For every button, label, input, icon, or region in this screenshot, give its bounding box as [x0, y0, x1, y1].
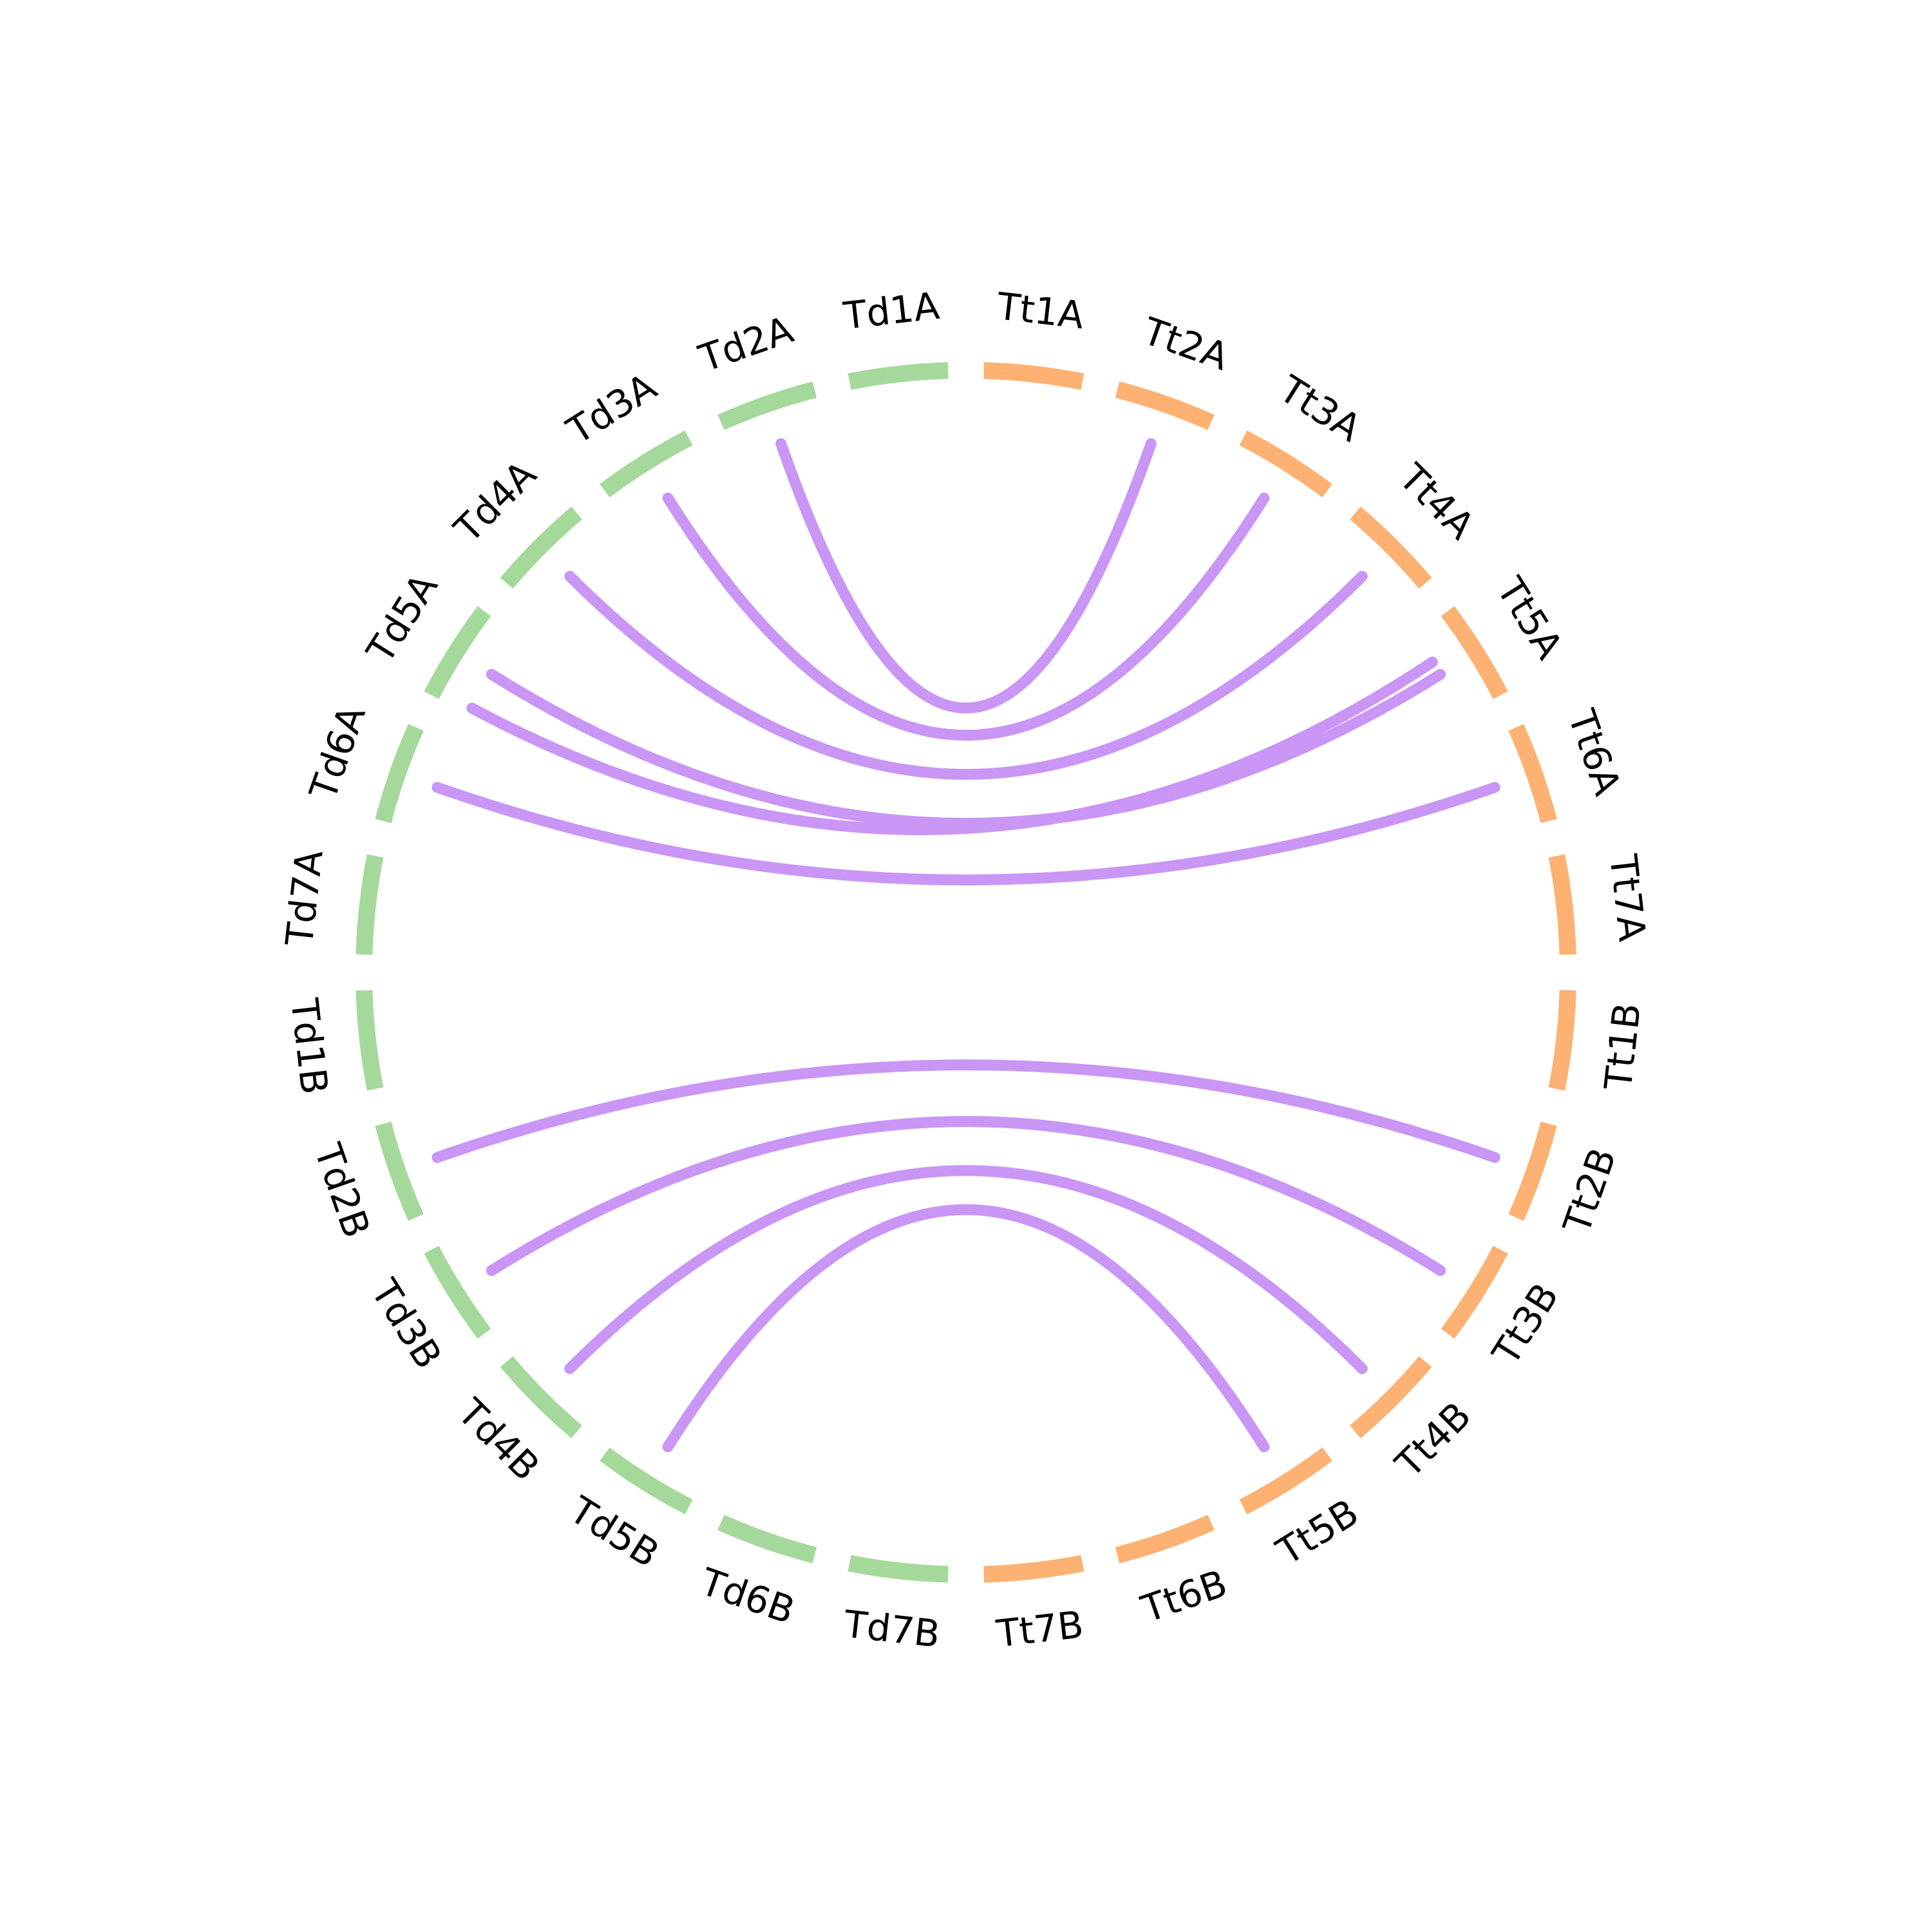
segment-label-td4a: Td4A — [446, 452, 545, 551]
segment-label-td5a: Td5A — [358, 566, 446, 671]
segment-arc-tt3b — [1441, 1245, 1508, 1339]
segment-label-tt1b: Tt1B — [1596, 1001, 1649, 1093]
segment-label-td3a: Td3A — [559, 365, 664, 453]
segment-arc-td2a — [717, 381, 817, 430]
link-td5b-tt5b — [662, 1204, 1270, 1453]
segment-label-tt7b: Tt7B — [994, 1602, 1086, 1656]
segment-arc-tt4b — [1349, 1356, 1432, 1439]
segment-arc-td1b — [355, 990, 384, 1091]
link-td3a-tt3a — [662, 492, 1270, 741]
link-ribbons — [431, 438, 1501, 1453]
segment-label-tt6a: Tt6A — [1559, 704, 1629, 801]
segment-arc-tt7b — [983, 1555, 1084, 1583]
segment-label-td6a: Td6A — [301, 700, 374, 806]
segment-label-tt5b: Tt5B — [1269, 1490, 1366, 1574]
segment-label-td1a: Td1A — [840, 283, 942, 337]
segment-label-tt4b: Tt4B — [1387, 1394, 1479, 1486]
segment-arc-tt6a — [1508, 724, 1557, 824]
segment-arc-tt6b — [1115, 1515, 1215, 1564]
segment-arc-tt1a — [983, 362, 1084, 390]
segment-arc-td3b — [424, 1245, 491, 1339]
link-td2a-tt2a — [775, 438, 1157, 714]
segment-arc-tt2b — [1508, 1121, 1557, 1221]
segment-label-td2b: Td2B — [305, 1137, 379, 1243]
segment-label-td7b: Td7B — [841, 1602, 942, 1656]
segment-arc-tt5a — [1441, 606, 1508, 699]
link-td6a-tt6a — [431, 782, 1501, 886]
segment-label-tt1a: Tt1A — [994, 284, 1086, 337]
segment-label-tt3a: Tt3A — [1271, 366, 1368, 450]
segment-arc-td6a — [375, 724, 424, 824]
link-td4a-tt4a — [564, 571, 1368, 780]
segment-label-td7a: Td7A — [277, 848, 331, 949]
segment-label-tt5a: Tt5A — [1488, 569, 1571, 667]
segment-label-tt4a: Tt4A — [1390, 455, 1483, 548]
segment-arc-tt4a — [1349, 506, 1432, 589]
segment-label-td1b: Td1B — [282, 996, 336, 1097]
segment-arc-td1a — [848, 362, 949, 390]
segment-arc-td4b — [500, 1356, 583, 1439]
segment-arc-td7b — [848, 1555, 949, 1583]
segment-arc-td2b — [375, 1121, 424, 1221]
link-td5a-tt5a — [486, 668, 1446, 829]
segment-label-td5b: Td5B — [562, 1488, 667, 1576]
segment-label-td6b: Td6B — [695, 1560, 800, 1633]
segment-label-tt2b: Tt2B — [1555, 1142, 1625, 1240]
segment-arc-tt3a — [1239, 430, 1332, 498]
segment-arc-td4a — [500, 506, 583, 589]
link-td3b-tt3b — [486, 1116, 1446, 1276]
segment-arc-td5a — [424, 606, 491, 699]
segment-arc-tt7a — [1548, 854, 1577, 955]
segment-label-tt3b: Tt3B — [1484, 1276, 1567, 1373]
segment-label-td3b: Td3B — [362, 1271, 450, 1376]
segment-arc-td7a — [355, 854, 384, 955]
link-td4b-tt4b — [564, 1165, 1368, 1374]
segment-arc-tt2a — [1115, 381, 1215, 430]
segment-label-td2a: Td2A — [693, 307, 799, 381]
segment-label-tt6b: Tt6B — [1135, 1561, 1233, 1631]
segment-label-td4b: Td4B — [449, 1390, 548, 1489]
segment-arcs — [355, 362, 1577, 1583]
segment-arc-td3a — [600, 430, 693, 498]
segment-arc-td5b — [600, 1447, 693, 1515]
segment-arc-tt5b — [1239, 1447, 1332, 1515]
segment-arc-td6b — [717, 1515, 817, 1564]
segment-label-tt7a: Tt7A — [1601, 851, 1654, 943]
segment-arc-tt1b — [1548, 990, 1577, 1091]
segment-label-tt2a: Tt2A — [1137, 308, 1235, 379]
link-td5a-tt5a-2 — [466, 656, 1438, 835]
link-td2b-tt2b — [431, 1059, 1501, 1163]
